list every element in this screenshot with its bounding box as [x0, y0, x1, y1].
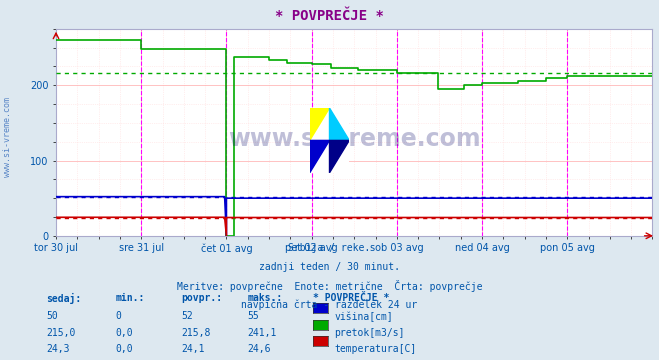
- Text: višina[cm]: višina[cm]: [334, 311, 393, 322]
- Text: 0: 0: [115, 311, 121, 321]
- Text: 0,0: 0,0: [115, 328, 133, 338]
- Text: 215,0: 215,0: [46, 328, 76, 338]
- Text: temperatura[C]: temperatura[C]: [334, 344, 416, 354]
- Text: navpična črta - razdelek 24 ur: navpična črta - razdelek 24 ur: [241, 299, 418, 310]
- Text: maks.:: maks.:: [247, 293, 282, 303]
- Polygon shape: [310, 140, 330, 173]
- Text: pretok[m3/s]: pretok[m3/s]: [334, 328, 405, 338]
- Polygon shape: [330, 108, 349, 140]
- Text: 0,0: 0,0: [115, 344, 133, 354]
- Text: 241,1: 241,1: [247, 328, 277, 338]
- Text: 24,1: 24,1: [181, 344, 205, 354]
- Text: zadnji teden / 30 minut.: zadnji teden / 30 minut.: [259, 262, 400, 272]
- Text: min.:: min.:: [115, 293, 145, 303]
- Text: * POVPREČJE *: * POVPREČJE *: [313, 293, 389, 303]
- Text: 52: 52: [181, 311, 193, 321]
- Text: 55: 55: [247, 311, 259, 321]
- Polygon shape: [330, 140, 349, 173]
- Text: 215,8: 215,8: [181, 328, 211, 338]
- Text: povpr.:: povpr.:: [181, 293, 222, 303]
- Text: 50: 50: [46, 311, 58, 321]
- Text: Srbija / reke.: Srbija / reke.: [289, 243, 370, 253]
- Text: sedaj:: sedaj:: [46, 293, 81, 305]
- Text: Meritve: povprečne  Enote: metrične  Črta: povprečje: Meritve: povprečne Enote: metrične Črta:…: [177, 280, 482, 292]
- Text: 24,6: 24,6: [247, 344, 271, 354]
- Text: * POVPREČJE *: * POVPREČJE *: [275, 9, 384, 23]
- Text: 24,3: 24,3: [46, 344, 70, 354]
- Text: www.si-vreme.com: www.si-vreme.com: [228, 126, 480, 150]
- Text: www.si-vreme.com: www.si-vreme.com: [3, 97, 13, 177]
- Polygon shape: [310, 108, 330, 140]
